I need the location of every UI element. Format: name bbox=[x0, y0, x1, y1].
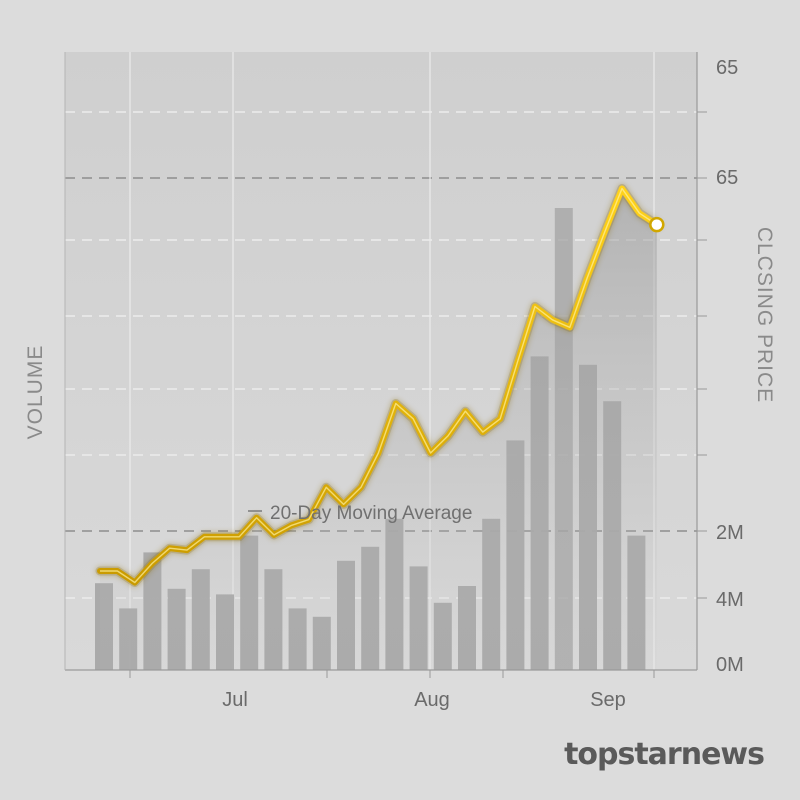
volume-tick-label: 4M bbox=[716, 589, 744, 611]
y-axis-right-label: CLCSING PRICE bbox=[753, 227, 776, 403]
price-tick-label: 65 bbox=[716, 167, 738, 189]
legend-label: 20-Day Moving Average bbox=[270, 503, 472, 524]
volume-tick-label: 0M bbox=[716, 654, 744, 676]
brand-watermark: topstarnews bbox=[564, 737, 765, 772]
y-axis-left-label: VOLUME bbox=[24, 345, 47, 440]
price-end-marker bbox=[649, 216, 665, 233]
price-tick-label: 65 bbox=[716, 57, 738, 79]
x-tick-label: Jul bbox=[222, 689, 248, 711]
price-line-highlight bbox=[100, 187, 658, 584]
volume-tick-label: 2M bbox=[716, 522, 744, 544]
price-line bbox=[95, 184, 665, 587]
x-tick-label: Aug bbox=[414, 689, 450, 711]
x-tick-label: Sep bbox=[590, 689, 626, 711]
price-area bbox=[100, 188, 657, 670]
ticks: Jul Aug Sep 65 65 2M 4M 0M bbox=[129, 57, 744, 711]
price-area-fill bbox=[100, 188, 657, 670]
